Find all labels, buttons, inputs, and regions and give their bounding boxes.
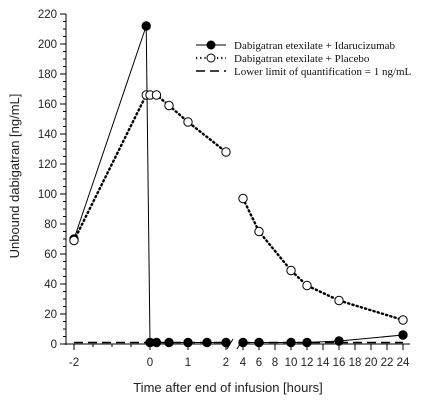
y-tick-label: 220 xyxy=(38,9,57,21)
y-tick-label: 100 xyxy=(38,189,57,201)
data-point-idarucizumab xyxy=(221,337,231,348)
legend-marker xyxy=(206,40,216,50)
data-point-idarucizumab xyxy=(398,330,408,340)
data-point-placebo xyxy=(286,265,296,276)
x-tick-label: 12 xyxy=(301,357,314,369)
x-tick-label: 8 xyxy=(272,357,278,369)
y-tick-label: 60 xyxy=(44,249,57,261)
data-point-idarucizumab xyxy=(302,337,312,348)
x-tick-label: 20 xyxy=(365,357,378,369)
legend: Dabigatran etexilate + IdarucizumabDabig… xyxy=(196,40,412,78)
data-point-placebo xyxy=(238,193,248,204)
data-point-idarucizumab xyxy=(286,337,296,348)
series-line xyxy=(73,25,227,343)
data-point-idarucizumab xyxy=(334,336,344,346)
data-point-placebo xyxy=(398,315,408,325)
x-tick-label: 10 xyxy=(285,357,298,369)
y-tick-label: 20 xyxy=(44,309,57,321)
x-tick-label: 14 xyxy=(317,357,330,369)
y-tick-label: 0 xyxy=(51,339,57,351)
data-point-idarucizumab xyxy=(141,21,151,31)
y-tick-label: 80 xyxy=(44,219,57,231)
data-point-placebo xyxy=(302,280,312,291)
y-tick-label: 180 xyxy=(38,69,57,81)
x-tick-label: 0 xyxy=(147,357,153,369)
data-point-placebo xyxy=(164,100,174,111)
x-tick-label: 22 xyxy=(381,357,394,369)
data-point-idarucizumab xyxy=(164,337,174,348)
data-point-placebo xyxy=(69,235,79,246)
y-axis-label: Unbound dabigatran [ng/mL] xyxy=(7,94,22,259)
legend-marker xyxy=(206,53,216,63)
series-line xyxy=(241,197,405,322)
series-points xyxy=(69,21,408,348)
data-point-idarucizumab xyxy=(254,337,264,348)
x-tick-label: 2 xyxy=(223,357,229,369)
data-point-idarucizumab xyxy=(202,337,212,348)
y-tick-label: 160 xyxy=(38,99,57,111)
y-tick-label: 140 xyxy=(38,129,57,141)
x-tick-label: 6 xyxy=(256,357,262,369)
x-tick-labels: -2 0 1 2 4 6 8 10 12 14 16 18 20 22 24 xyxy=(69,357,410,369)
legend-label: Dabigatran etexilate + Placebo xyxy=(234,53,370,65)
data-point-placebo xyxy=(151,90,162,100)
data-point-idarucizumab xyxy=(238,337,248,348)
data-point-placebo xyxy=(183,117,193,127)
legend-label: Lower limit of quantification = 1 ng/mL xyxy=(234,66,412,78)
data-point-idarucizumab xyxy=(151,337,162,348)
y-tick-label: 120 xyxy=(38,159,57,171)
series-line xyxy=(242,334,404,343)
x-tick-label: -2 xyxy=(69,357,79,369)
legend-label: Dabigatran etexilate + Idarucizumab xyxy=(234,40,396,52)
data-point-idarucizumab xyxy=(183,337,193,348)
data-point-placebo xyxy=(334,295,344,306)
y-tick-label: 200 xyxy=(38,39,57,51)
x-tick-label: 24 xyxy=(397,357,410,369)
y-tick-label: 40 xyxy=(44,279,57,291)
x-axis-label: Time after end of infusion [hours] xyxy=(133,380,323,395)
x-tick-label: 1 xyxy=(185,357,191,369)
y-tick-marks xyxy=(60,13,66,345)
x-tick-label: 4 xyxy=(240,357,247,369)
series-line xyxy=(72,93,228,242)
x-tick-label: 18 xyxy=(349,357,362,369)
data-point-placebo xyxy=(254,226,264,237)
data-point-placebo xyxy=(221,147,231,157)
y-tick-labels: 0 20 40 60 80 100 120 140 160 180 200 220 xyxy=(38,9,57,351)
x-tick-label: 16 xyxy=(333,357,346,369)
